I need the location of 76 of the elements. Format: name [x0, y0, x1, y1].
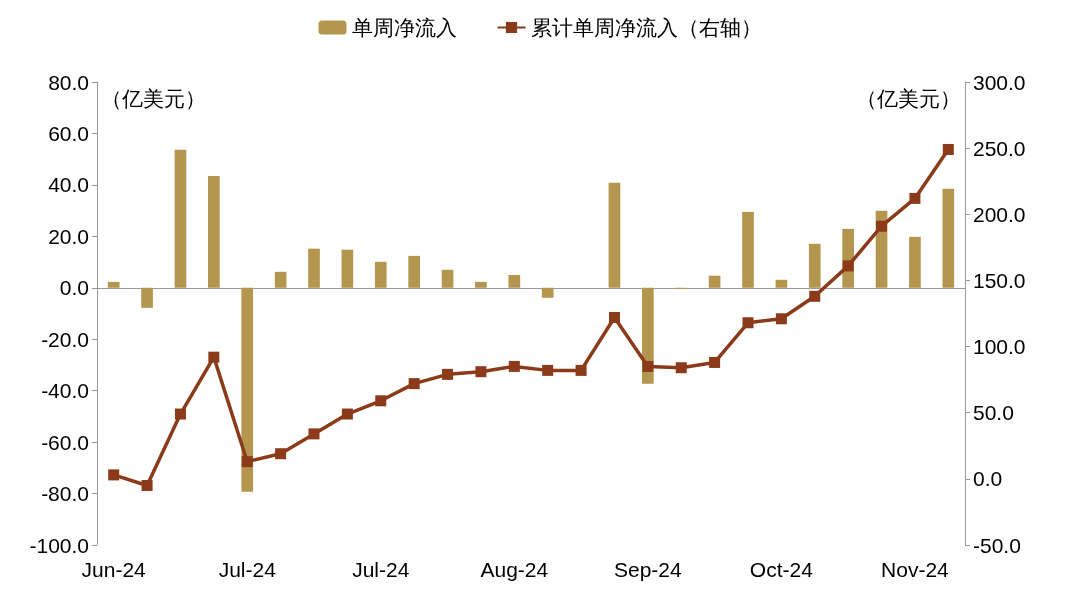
x-tick-label: Jul-24: [352, 558, 410, 581]
point: [642, 360, 654, 372]
point: [542, 364, 554, 376]
x-tick-label: Jul-24: [218, 558, 277, 581]
x-tick-label: Sep-24: [613, 558, 683, 581]
y-tick-label: -40.0: [41, 379, 89, 403]
bar: [241, 287, 254, 492]
x-tick-label: Jun-24: [81, 558, 147, 581]
point: [308, 428, 320, 440]
bar: [174, 149, 187, 288]
point: [174, 408, 186, 420]
point: [442, 368, 454, 380]
point: [141, 479, 153, 491]
point: [775, 313, 787, 325]
y2-tick-label: 100.0: [973, 335, 1026, 359]
y-tick-label: 60.0: [48, 121, 89, 145]
point: [375, 395, 387, 407]
point: [475, 366, 487, 378]
y2-tick-label: 300.0: [973, 70, 1026, 94]
bar: [942, 188, 955, 288]
bar: [708, 275, 721, 288]
bar: [308, 248, 320, 288]
y-tick-label: 80.0: [48, 70, 89, 94]
bar: [475, 281, 487, 288]
point: [341, 408, 353, 420]
point: [909, 192, 921, 204]
bar: [541, 287, 554, 298]
point: [876, 220, 888, 232]
y-tick-label: 40.0: [48, 173, 89, 197]
legend-label: 单周净流入: [351, 16, 457, 39]
bar: [775, 279, 788, 288]
bar: [742, 211, 754, 288]
bar: [909, 236, 921, 288]
point: [241, 456, 253, 468]
bar: [408, 255, 420, 288]
y-tick-label: -60.0: [41, 430, 89, 454]
point: [208, 351, 220, 363]
bar: [441, 269, 454, 288]
y2-axis-title: （亿美元）: [856, 87, 961, 110]
point: [675, 362, 687, 374]
x-tick-label: Aug-24: [480, 558, 549, 581]
point: [575, 364, 587, 376]
y-tick-label: -80.0: [41, 482, 89, 506]
y-axis-title: （亿美元）: [101, 87, 206, 110]
y2-tick-label: 200.0: [973, 202, 1026, 226]
point: [408, 378, 420, 390]
point: [108, 469, 120, 481]
bar: [107, 281, 120, 288]
y2-tick-label: 150.0: [973, 268, 1026, 292]
bar: [274, 271, 287, 288]
y-tick-label: 0.0: [59, 276, 89, 300]
point: [742, 317, 754, 329]
bar: [341, 249, 354, 288]
bar: [808, 243, 821, 288]
y-tick-label: 20.0: [48, 224, 89, 248]
y2-tick-label: -50.0: [973, 533, 1021, 557]
point: [709, 356, 721, 368]
legend-label: 累计单周净流入（右轴）: [530, 16, 762, 39]
point: [942, 143, 954, 155]
bar: [208, 175, 220, 288]
x-tick-label: Nov-24: [881, 558, 950, 581]
bar: [608, 182, 621, 288]
point: [809, 290, 821, 302]
y-tick-label: -20.0: [41, 327, 89, 351]
point: [608, 311, 620, 323]
y2-tick-label: 250.0: [973, 136, 1026, 160]
bar: [508, 274, 521, 288]
point: [275, 448, 287, 460]
y2-tick-label: 50.0: [973, 401, 1014, 425]
point: [508, 360, 520, 372]
y-tick-label: -100.0: [29, 533, 89, 557]
y2-tick-label: 0.0: [973, 467, 1003, 491]
bar: [374, 261, 387, 288]
point: [842, 260, 854, 272]
bar: [141, 287, 153, 308]
x-tick-label: Oct-24: [749, 558, 814, 581]
